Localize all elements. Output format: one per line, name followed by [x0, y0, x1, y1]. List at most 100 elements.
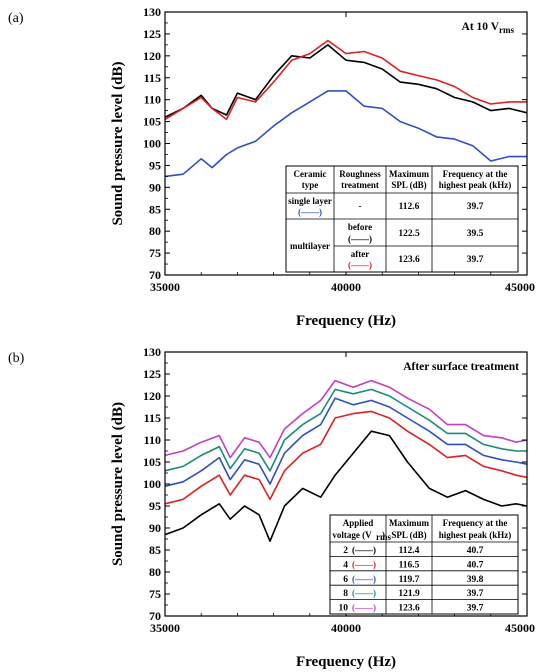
table-cell-voltage: 6	[343, 575, 348, 585]
table-header-line2: type	[302, 180, 319, 190]
series-line-2	[164, 397, 528, 487]
table-header-line2: SPL (dB)	[391, 530, 426, 540]
series-line-1	[164, 410, 528, 505]
x-tick-label: 40000	[331, 621, 361, 635]
chart-panel-b: (b) 70 75 80 85 90 95 100 105 110 115 120 125 130 3500…	[8, 345, 535, 670]
table-frame	[329, 514, 519, 615]
table-cell-freq: 39.7	[467, 589, 484, 599]
series-line-3	[164, 388, 527, 472]
legend-swatch: (——)	[352, 588, 376, 598]
y-tick-label: 90	[149, 180, 161, 194]
series-line-1	[164, 44, 528, 118]
table-cell-voltage: 8	[343, 589, 348, 599]
y-tick-label: 80	[149, 224, 161, 238]
table-cell-freq: 39.8	[467, 575, 484, 585]
table-cell-treatment: after	[351, 249, 369, 259]
x-axis-label: Frequency (Hz)	[296, 313, 396, 329]
legend-swatch: (——)	[352, 574, 376, 584]
y-tick-label: 80	[149, 565, 161, 579]
y-tick-label: 105	[143, 115, 161, 129]
table-cell-freq: 39.7	[467, 202, 484, 212]
y-tick-label: 100	[143, 137, 161, 151]
legend-swatch: (——)	[352, 559, 376, 569]
table-cell-spl: 122.5	[398, 229, 420, 239]
y-tick-label: 130	[143, 345, 161, 359]
series-line-2	[164, 39, 527, 121]
x-tick-label: 45000	[505, 621, 535, 635]
y-tick-label: 125	[143, 27, 161, 41]
y-tick-label: 120	[143, 49, 161, 63]
annotation: At 10 V	[462, 21, 500, 33]
table-cell-voltage: 10	[339, 604, 349, 614]
x-tick-label: 35000	[150, 280, 180, 294]
table-cell-spl: 123.6	[398, 255, 420, 265]
y-tick-label: 85	[149, 543, 161, 557]
series-line-0	[164, 430, 528, 542]
annotation-subscript: rms	[499, 25, 514, 35]
y-axis-label: Sound pressure level (dB)	[110, 402, 126, 566]
y-tick-label: 95	[149, 499, 161, 513]
y-tick-label: 70	[149, 609, 161, 623]
table-cell-spl: 112.6	[399, 202, 420, 212]
y-tick-label: 120	[143, 389, 161, 403]
x-axis-label: Frequency (Hz)	[296, 654, 396, 670]
x-tick-label: 35000	[150, 621, 180, 635]
y-tick-label: 115	[144, 71, 161, 85]
y-tick-label: 85	[149, 202, 161, 216]
table-cell-spl: 123.6	[398, 604, 420, 614]
y-axis-label: Sound pressure level (dB)	[110, 61, 126, 225]
chart-panel-a: (a) 70 75 80 85 90 95 100 105 110 115 120 125 130 3500…	[8, 5, 535, 329]
table-cell-freq: 39.7	[467, 604, 484, 614]
table-header-line2: treatment	[341, 180, 379, 190]
table-cell-spl: 121.9	[398, 589, 420, 599]
table-cell-spl: 116.5	[399, 560, 420, 570]
y-tick-label: 115	[144, 411, 161, 425]
table-cell-treatment: before	[348, 222, 372, 232]
table-header-close: )	[382, 530, 385, 540]
annotation: After surface treatment	[403, 361, 519, 373]
table-header-line1: Roughness	[339, 169, 381, 179]
y-tick-label: 110	[144, 93, 161, 107]
y-tick-label: 100	[143, 477, 161, 491]
y-tick-label: 90	[149, 521, 161, 535]
table-header-line2: highest peak (kHz)	[439, 530, 512, 540]
legend-swatch: (——)	[352, 603, 376, 613]
y-tick-label: 75	[149, 246, 161, 260]
table-cell-voltage: 4	[343, 560, 348, 570]
table-cell-treatment: -	[359, 201, 362, 211]
table-header-line1: Ceramic	[294, 169, 327, 179]
table-header-line1: Applied	[343, 518, 374, 528]
x-tick-label: 40000	[331, 280, 361, 294]
legend-swatch: (——)	[298, 207, 322, 217]
table-header-line1: Frequency at the	[443, 169, 508, 179]
y-tick-label: 105	[143, 455, 161, 469]
table-header-subscript: rms	[376, 532, 391, 542]
table-header-line2: SPL (dB)	[391, 180, 426, 190]
table-header-line1: Frequency at the	[443, 518, 508, 528]
table-cell-voltage: 2	[343, 546, 348, 556]
table-header-line1: Maximum	[389, 169, 429, 179]
y-tick-label: 75	[149, 587, 161, 601]
legend-swatch: (——)	[348, 234, 372, 244]
table-cell-spl: 119.7	[399, 575, 420, 585]
x-tick-label: 45000	[505, 280, 535, 294]
y-tick-label: 95	[149, 158, 161, 172]
table-cell-type: multilayer	[290, 241, 330, 251]
y-tick-label: 130	[143, 5, 161, 19]
table-header-line1: Maximum	[389, 518, 429, 528]
panel-label: (b)	[8, 351, 25, 366]
y-tick-label: 110	[144, 433, 161, 447]
table-cell-spl: 112.4	[399, 546, 420, 556]
table-cell-freq: 40.7	[467, 546, 484, 556]
table-cell-type: single layer	[288, 196, 332, 206]
table-cell-freq: 40.7	[467, 560, 484, 570]
table-cell-freq: 39.7	[467, 255, 484, 265]
series-line-4	[164, 379, 528, 459]
table-cell-freq: 39.5	[467, 229, 484, 239]
y-tick-label: 125	[143, 367, 161, 381]
series-line-0	[164, 90, 527, 178]
legend-swatch: (——)	[348, 260, 372, 270]
table-header-line2: voltage (V	[332, 530, 372, 540]
